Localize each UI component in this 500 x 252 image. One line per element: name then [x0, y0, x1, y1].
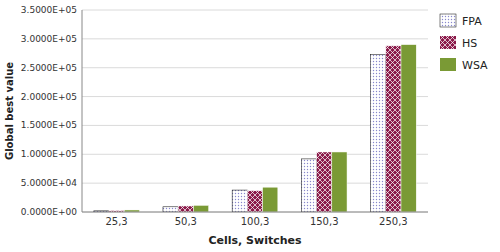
x-axis-label: Cells, Switches	[208, 234, 302, 247]
bar	[163, 207, 178, 212]
bar	[317, 152, 332, 212]
y-tick-label: 1.5000E+05	[21, 120, 77, 130]
bar	[193, 205, 208, 212]
bar	[247, 191, 262, 212]
x-tick-label: 100,3	[241, 216, 270, 227]
y-tick-label: 2.5000E+05	[21, 63, 77, 73]
y-tick-label: 1.0000E+05	[21, 149, 77, 159]
y-axis-label: Global best value	[4, 62, 15, 160]
grid-line	[82, 10, 428, 11]
y-tick-label: 3.0000E+05	[21, 34, 77, 44]
grid-line	[82, 38, 428, 39]
bars	[94, 45, 416, 212]
bar	[332, 152, 347, 212]
x-axis	[82, 212, 428, 213]
y-axis	[82, 10, 83, 212]
bar	[178, 206, 193, 212]
chart: 0.0000E+00 5.0000E+04 1.0000E+05 1.5000E+05…	[0, 0, 500, 252]
x-tick-label: 250,3	[379, 216, 408, 227]
bar	[301, 159, 316, 212]
y-tick-label: 0.0000E+00	[21, 207, 77, 217]
x-tick-label: 25,3	[105, 216, 127, 227]
y-tick-label: 3.5000E+05	[21, 5, 77, 15]
legend: FPA HS WSA	[440, 14, 488, 72]
y-tick-label: 2.0000E+05	[21, 92, 77, 102]
legend-swatch	[440, 58, 456, 71]
bar	[232, 190, 247, 212]
legend-swatch	[440, 36, 456, 49]
x-tick-label: 150,3	[310, 216, 339, 227]
grid-line	[82, 212, 428, 213]
grid	[82, 10, 428, 212]
legend-label: HS	[462, 37, 477, 50]
legend-label: WSA	[462, 59, 488, 72]
x-tick-label: 50,3	[175, 216, 197, 227]
y-tick-label: 5.0000E+04	[21, 178, 77, 188]
legend-label: FPA	[462, 15, 482, 28]
bar	[371, 54, 386, 212]
bar	[386, 46, 401, 212]
legend-swatch	[440, 14, 456, 27]
bar	[401, 45, 416, 212]
bar	[263, 187, 278, 212]
